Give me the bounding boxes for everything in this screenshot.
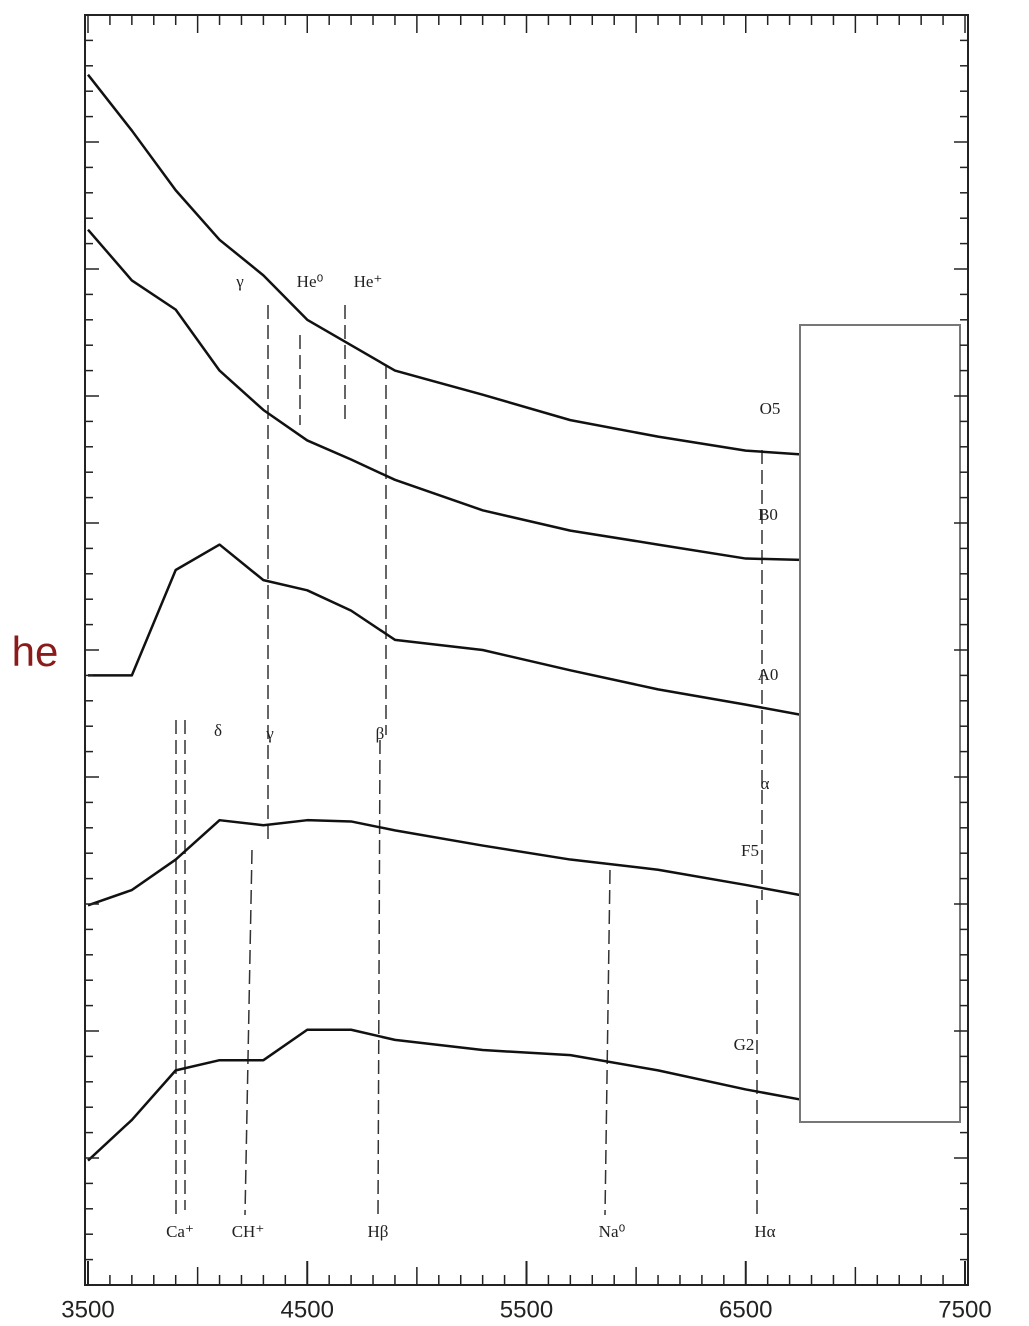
spectrum-line <box>87 818 801 907</box>
x-tick-label: 4500 <box>281 1296 334 1323</box>
line-label: Hα <box>754 1222 775 1241</box>
line-markers <box>175 305 763 1216</box>
series-label: O5 <box>760 399 781 418</box>
x-tick-label: 3500 <box>61 1296 114 1323</box>
line-label: γ <box>235 272 244 291</box>
spectrum-line <box>87 228 801 562</box>
spectrum-line <box>87 73 801 456</box>
line-label: Hβ <box>368 1222 389 1241</box>
line-label: Na⁰ <box>599 1222 626 1241</box>
series-label: F5 <box>741 841 759 860</box>
series-label: A0 <box>758 665 779 684</box>
spectrum-line <box>88 543 801 716</box>
line-label: β <box>376 724 385 743</box>
cut-off-text: he <box>12 628 59 675</box>
line-label: He⁰ <box>297 272 324 291</box>
line-label: He⁺ <box>354 272 383 291</box>
line-label: γ <box>265 724 274 743</box>
x-tick-label: 5500 <box>500 1296 553 1323</box>
plot-area <box>87 73 801 1162</box>
line-label: δ <box>214 721 222 740</box>
spectrum-line <box>87 1028 801 1162</box>
series-label: G2 <box>734 1035 755 1054</box>
series-label: B0 <box>758 505 778 524</box>
line-label: α <box>761 774 770 793</box>
overlay-box <box>799 324 961 1123</box>
x-tick-label: 6500 <box>719 1296 772 1323</box>
x-tick-label: 7500 <box>938 1296 991 1323</box>
line-label: Ca⁺ <box>166 1222 194 1241</box>
line-label: CH⁺ <box>232 1222 265 1241</box>
